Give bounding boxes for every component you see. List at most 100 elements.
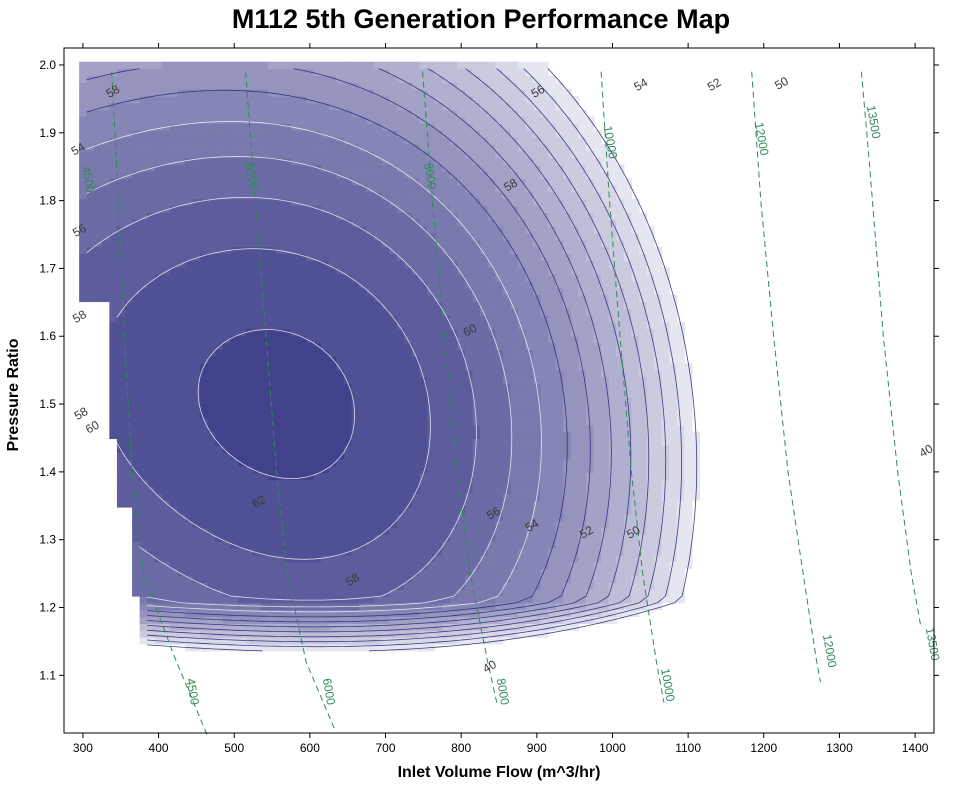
efficiency-band-cell [442,513,451,522]
efficiency-band-cell [222,575,232,583]
efficiency-band-cell [238,506,247,515]
efficiency-band-cell [449,568,458,577]
efficiency-band-cell [207,602,216,611]
efficiency-band-cell [359,102,368,111]
efficiency-band-cell [154,616,163,624]
efficiency-band-cell [472,150,481,159]
efficiency-band-cell [169,191,179,200]
efficiency-band-cell [321,404,330,412]
efficiency-band-cell [283,89,292,97]
efficiency-band-cell [321,575,330,583]
efficiency-band-cell [177,294,186,303]
efficiency-band-cell [177,376,186,385]
efficiency-band-cell [253,561,262,570]
efficiency-band-cell [517,335,527,344]
efficiency-band-cell [238,527,247,535]
efficiency-band-cell [290,424,300,433]
efficiency-band-cell [487,212,496,220]
efficiency-band-cell [283,294,292,303]
efficiency-band-cell [472,185,481,193]
efficiency-band-cell [351,568,360,577]
efficiency-band-cell [162,589,171,597]
efficiency-band-cell [540,417,549,426]
efficiency-band-cell [328,198,337,207]
efficiency-band-cell [427,164,436,172]
efficiency-band-cell [457,541,466,549]
efficiency-band-cell [139,164,148,172]
efficiency-band-cell [366,479,375,487]
efficiency-band-cell [154,486,163,494]
efficiency-band-cell [343,500,353,508]
efficiency-band-cell [185,589,194,597]
efficiency-band-cell [419,596,428,604]
efficiency-band-cell [79,157,88,166]
efficiency-band-cell [245,185,254,193]
efficiency-band-cell [253,253,262,261]
efficiency-band-cell [389,479,398,487]
efficiency-band-cell [79,185,88,193]
efficiency-band-cell [412,232,421,241]
efficiency-band-cell [230,500,239,508]
efficiency-band-cell [192,465,201,474]
efficiency-band-cell [313,369,322,378]
efficiency-band-cell [419,95,428,104]
efficiency-band-cell [336,143,345,152]
efficiency-band-cell [389,431,398,440]
efficiency-band-cell [434,315,443,323]
efficiency-band-cell [427,68,436,76]
efficiency-band-cell [298,82,307,90]
efficiency-band-cell [449,548,458,556]
efficiency-band-cell [169,95,179,104]
efficiency-band-cell [253,465,262,474]
efficiency-band-cell [109,342,118,350]
efficiency-band-cell [116,82,126,90]
efficiency-band-cell [540,520,549,529]
efficiency-band-cell [480,486,489,494]
efficiency-band-cell [162,226,171,234]
efficiency-band-cell [472,397,481,405]
efficiency-band-cell [457,479,466,487]
efficiency-band-cell [116,424,126,433]
efficiency-band-cell [351,123,360,131]
efficiency-band-cell [328,438,337,446]
efficiency-band-cell [192,438,201,446]
efficiency-band-cell [238,630,247,638]
efficiency-band-cell [525,171,534,179]
efficiency-band-cell [457,274,466,282]
efficiency-band-cell [510,548,519,556]
efficiency-band-cell [200,280,209,289]
efficiency-band-cell [434,513,443,522]
efficiency-band-cell [109,315,118,323]
efficiency-band-cell [495,61,504,70]
efficiency-band-cell [321,486,330,494]
efficiency-band-cell [169,417,179,426]
efficiency-band-cell [366,630,375,638]
efficiency-band-cell [169,575,179,583]
efficiency-band-cell [298,123,307,131]
efficiency-band-cell [328,472,337,481]
efficiency-band-cell [502,143,511,152]
efficiency-band-cell [162,253,171,261]
efficiency-band-cell [260,198,269,207]
efficiency-band-cell [412,424,421,433]
efficiency-band-cell [502,561,511,570]
efficiency-band-cell [336,431,345,440]
efficiency-band-cell [510,61,519,70]
efficiency-band-cell [525,472,534,481]
efficiency-band-cell [139,554,148,563]
efficiency-band-cell [359,589,368,597]
efficiency-band-cell [298,274,307,282]
efficiency-band-cell [313,445,322,453]
efficiency-band-cell [457,520,466,529]
efficiency-band-cell [343,239,353,248]
efficiency-band-cell [381,287,390,296]
efficiency-band-cell [434,260,443,268]
efficiency-band-cell [238,369,247,378]
efficiency-band-cell [268,541,277,549]
efficiency-band-cell [336,548,345,556]
efficiency-band-cell [480,212,489,220]
efficiency-band-cell [517,349,527,357]
efficiency-band-cell [177,308,186,316]
efficiency-band-cell [253,287,262,296]
efficiency-band-cell [366,383,375,392]
